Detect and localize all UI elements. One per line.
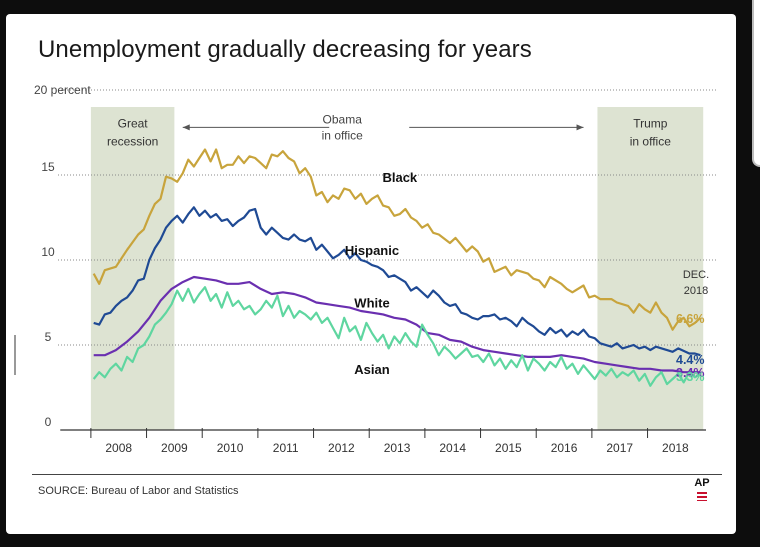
series-line-black (92, 148, 702, 331)
annotations: Great recession Trump in office Obama in offi… (107, 112, 709, 384)
x-tick-label-2014: 2014 (439, 441, 466, 455)
chart-title: Unemployment gradually decreasing for ye… (38, 36, 532, 63)
shaded-period-0 (90, 107, 175, 430)
shaded-period-label-1-1: in office (630, 134, 671, 148)
source-note: SOURCE: Bureau of Labor and Statistics (38, 485, 239, 497)
obama-arrowhead-right (576, 124, 584, 131)
dec-label-0: DEC. (683, 269, 709, 281)
x-tick-label-2018: 2018 (662, 441, 689, 455)
shaded-period-label-0-1: recession (107, 134, 158, 148)
series-name-asian: Asian (354, 362, 389, 377)
shaded-period-label-0-0: Great (118, 116, 149, 130)
y-tick-label-15: 15 (41, 160, 55, 174)
ap-logo-text: AP (694, 477, 710, 489)
shaded-periods (90, 107, 704, 430)
series-end-value-hispanic: 4.4% (676, 353, 705, 367)
y-tick-label-10: 10 (41, 245, 55, 259)
x-tick-label-2016: 2016 (551, 441, 578, 455)
y-tick-label-5: 5 (45, 330, 52, 344)
x-tick-label-2015: 2015 (495, 441, 522, 455)
series-line-white (93, 275, 701, 374)
axes: 0 5 10 15 20 percent 2008 2009 2010 2011 2012 2013… (34, 83, 706, 455)
shaded-period-label-1-0: Trump (633, 116, 668, 130)
series-name-hispanic: Hispanic (345, 243, 399, 258)
series-end-value-black: 6.6% (676, 312, 705, 326)
series-end-value-asian: 3.3% (676, 370, 705, 384)
window-edge-bracket (752, 0, 760, 167)
source-divider (32, 474, 722, 475)
x-tick-label-2010: 2010 (217, 441, 244, 455)
y-unit-label: 20 percent (34, 83, 91, 97)
x-tick-label-2008: 2008 (105, 441, 132, 455)
x-tick-label-2009: 2009 (161, 441, 188, 455)
series-name-white: White (354, 296, 389, 311)
ap-logo-stripes (697, 492, 707, 501)
left-edge-mark (14, 335, 16, 375)
series-end-value-white: 3.4% (676, 366, 705, 380)
x-tick-label-2013: 2013 (384, 441, 411, 455)
x-tick-label-2012: 2012 (328, 441, 355, 455)
ap-logo: AP (690, 477, 714, 503)
x-tick-label-2017: 2017 (606, 441, 633, 455)
series-line-asian (92, 286, 701, 387)
series-name-black: Black (382, 170, 417, 185)
obama-arrowhead-left (182, 124, 190, 131)
obama-label-1: in office (322, 128, 363, 142)
dec-label-1: 2018 (684, 285, 708, 297)
series-lines (92, 148, 702, 387)
x-tick-label-2011: 2011 (273, 441, 299, 455)
y-tick-label-0: 0 (45, 415, 52, 429)
series-line-hispanic (93, 206, 701, 357)
obama-label-0: Obama (323, 112, 363, 126)
